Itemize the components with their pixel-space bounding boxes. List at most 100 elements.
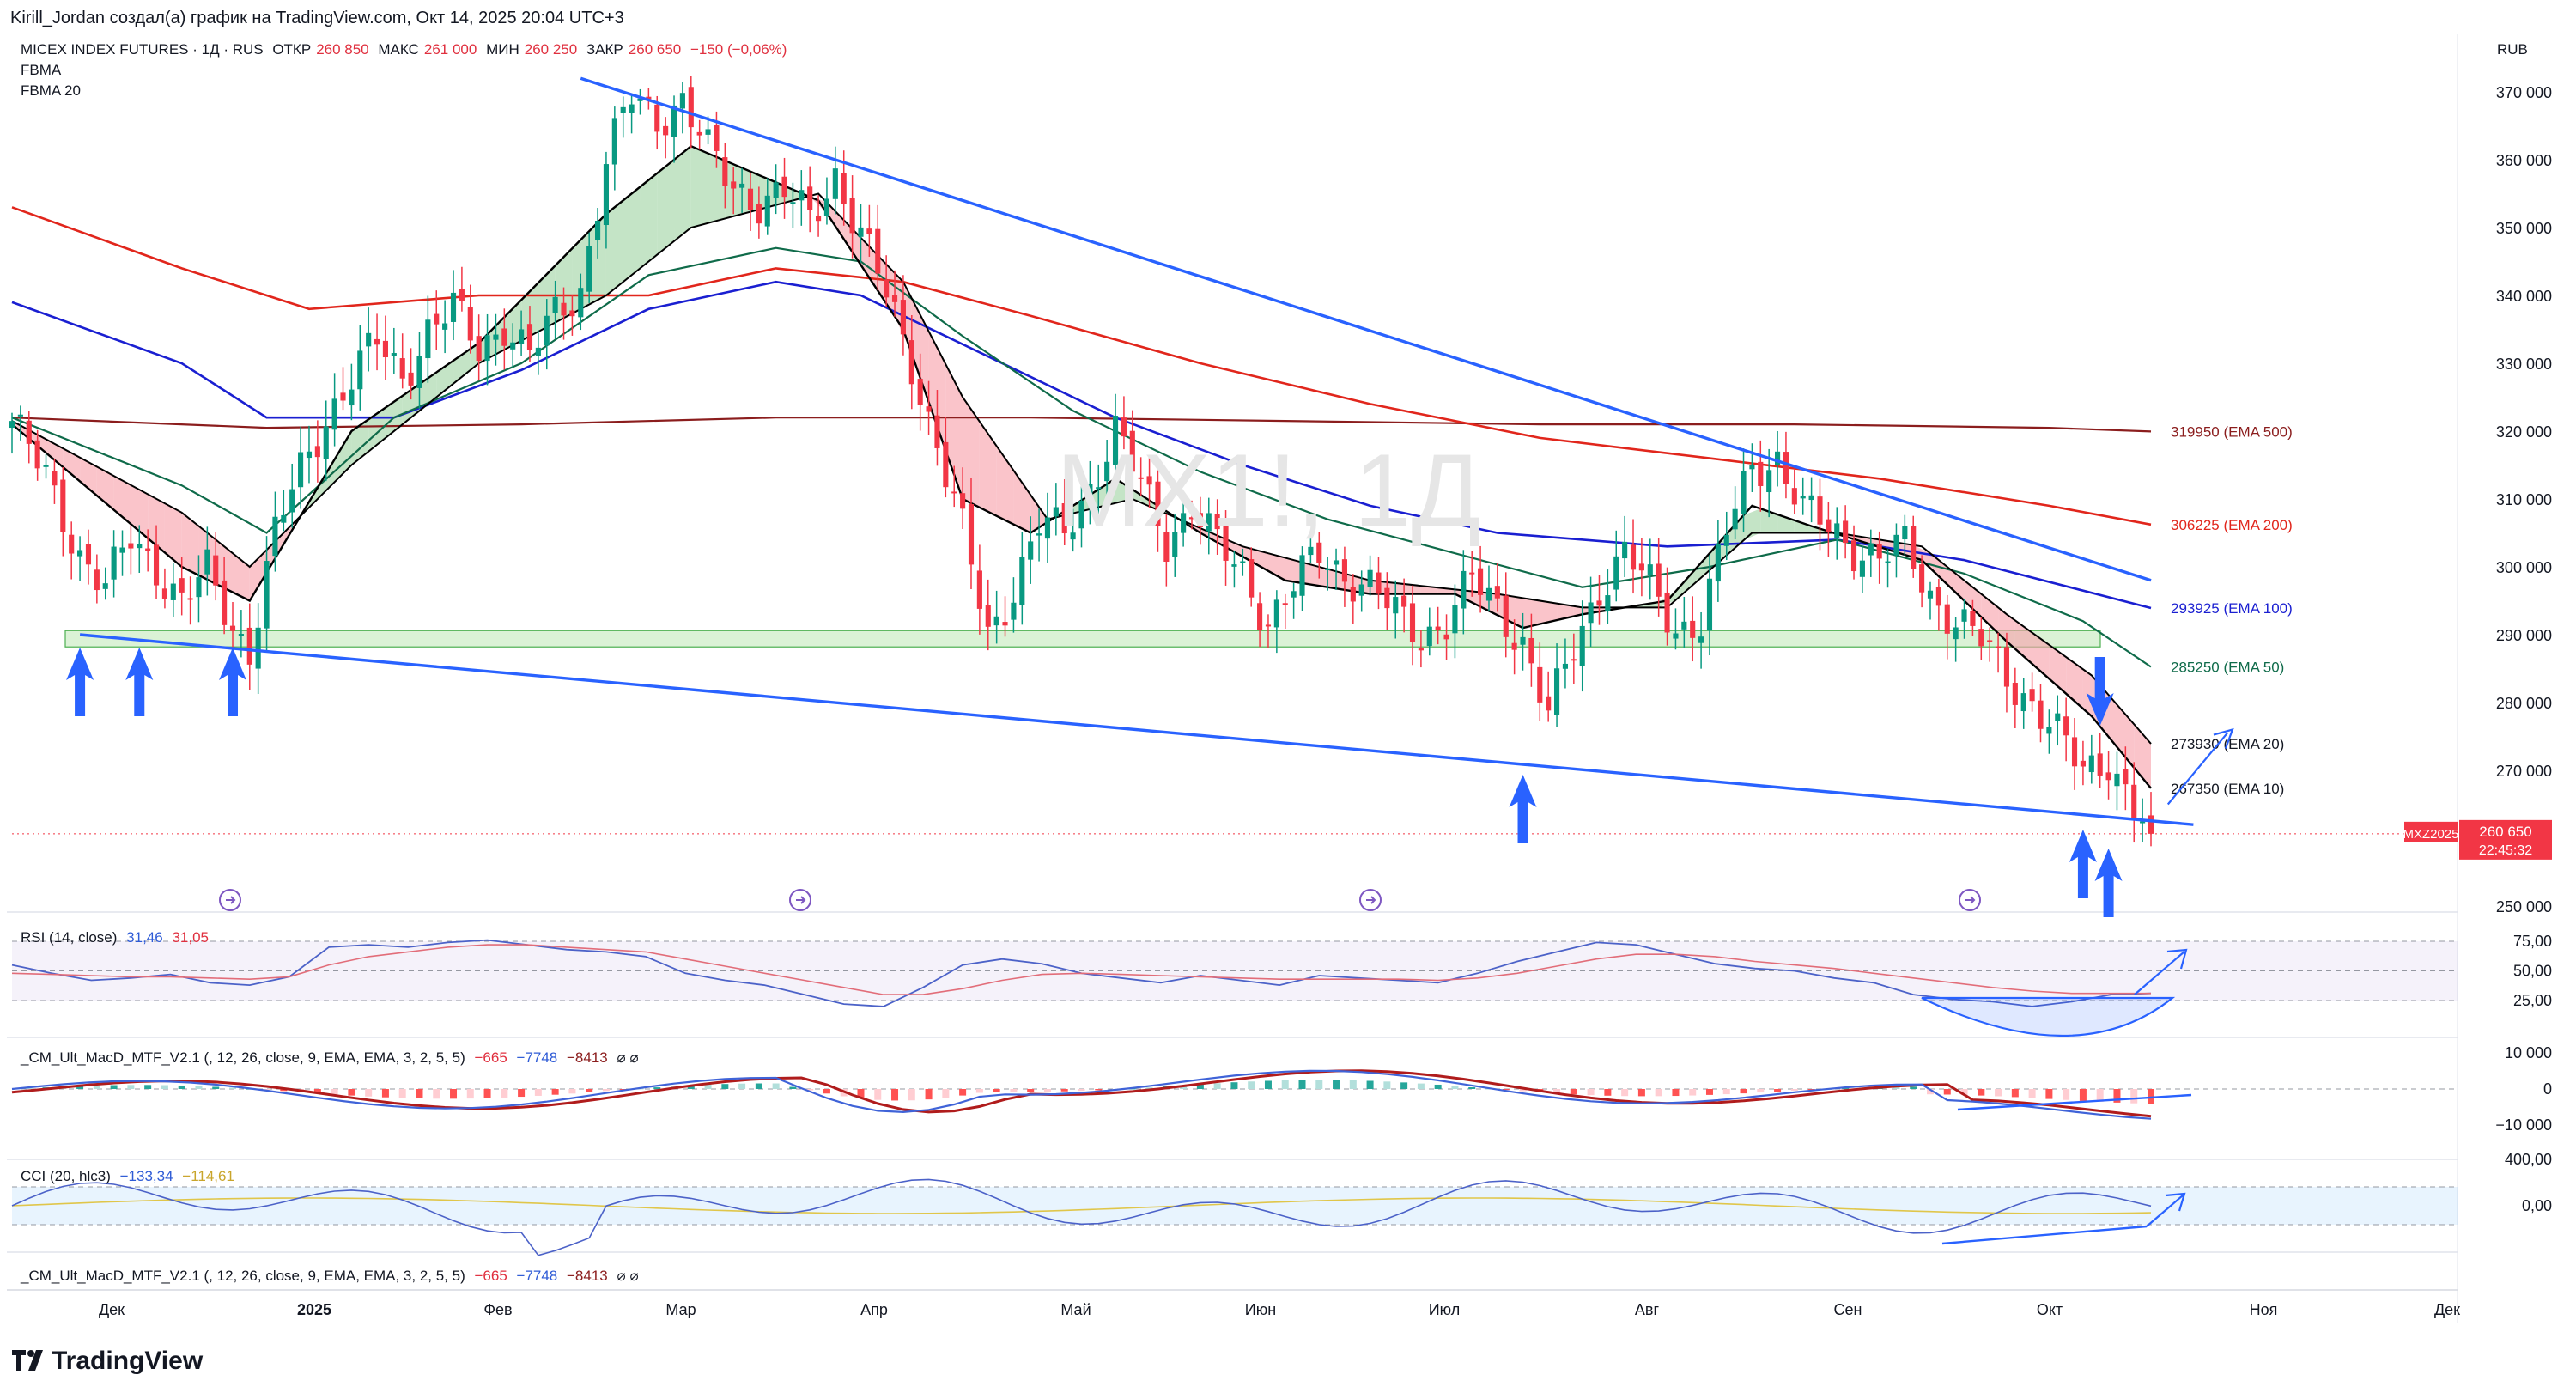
candle-body[interactable] [374, 338, 380, 345]
candle-body[interactable] [1231, 564, 1237, 567]
annotation-arrows[interactable] [66, 648, 2123, 917]
candle-body[interactable] [484, 335, 490, 362]
candle-body[interactable] [908, 340, 914, 385]
candle-body[interactable] [1265, 624, 1272, 627]
candle-body[interactable] [9, 421, 15, 429]
candle-body[interactable] [246, 627, 252, 665]
candle-body[interactable] [611, 118, 617, 165]
candle-body[interactable] [2038, 700, 2044, 729]
candle-body[interactable] [1028, 541, 1034, 560]
candle-body[interactable] [1953, 627, 1959, 640]
indicator-fbma-20[interactable]: FBMA 20 [21, 82, 81, 99]
candle-body[interactable] [306, 451, 313, 459]
candle-body[interactable] [519, 329, 525, 344]
candle-body[interactable] [1970, 611, 1976, 626]
candle-body[interactable] [926, 406, 932, 412]
candle-body[interactable] [238, 634, 244, 636]
candle-body[interactable] [1562, 663, 1569, 669]
candle-body[interactable] [1011, 602, 1017, 620]
candle-body[interactable] [442, 323, 448, 330]
tradingview-logo[interactable]: TradingView [12, 1347, 203, 1376]
candle-body[interactable] [1426, 626, 1432, 647]
candle-body[interactable] [832, 168, 838, 199]
cci-ma-line[interactable] [11, 1197, 2152, 1214]
rsi-pane[interactable]: 75,00 50,00 25,00 [11, 933, 2552, 1037]
candle-body[interactable] [1078, 501, 1084, 529]
candle-body[interactable] [1376, 572, 1382, 594]
candle-body[interactable] [222, 580, 228, 625]
candle-body[interactable] [976, 570, 982, 609]
candle-body[interactable] [1393, 597, 1399, 614]
candle-body[interactable] [1036, 533, 1042, 536]
candle-body[interactable] [934, 415, 940, 448]
candle-body[interactable] [85, 544, 92, 565]
candle-body[interactable] [790, 202, 796, 204]
candle-body[interactable] [1002, 622, 1008, 626]
time-axis[interactable]: Дек 2025 Фев Мар Апр Май Июн Июл Авг Сен Окт Ноя Дек [99, 1301, 2460, 1318]
candle-body[interactable] [1817, 496, 1823, 525]
candle-body[interactable] [884, 279, 890, 298]
candle-body[interactable] [1834, 523, 1840, 538]
candle-body[interactable] [960, 493, 966, 509]
candle-body[interactable] [467, 307, 473, 341]
candle-body[interactable] [654, 104, 660, 132]
candle-body[interactable] [1019, 557, 1025, 605]
candle-body[interactable] [594, 221, 601, 240]
candle-body[interactable] [2088, 755, 2094, 773]
candle-body[interactable] [229, 625, 236, 631]
macd-divergence-line[interactable] [1957, 1093, 2192, 1111]
candle-body[interactable] [1214, 514, 1220, 530]
candle-body[interactable] [586, 246, 592, 292]
price-axis[interactable]: 370 000 360 000 350 000 340 000 330 000 320 0… [2496, 84, 2552, 915]
candle-body[interactable] [281, 514, 287, 523]
candle-body[interactable] [1112, 416, 1119, 465]
candle-body[interactable] [1622, 541, 1628, 559]
candle-body[interactable] [1308, 546, 1314, 556]
candle-body[interactable] [1172, 532, 1178, 557]
candle-body[interactable] [1911, 526, 1917, 569]
symbol-title[interactable]: MICEX INDEX FUTURES · 1Д · RUS [21, 41, 264, 58]
rsi-ma-line[interactable] [11, 944, 2151, 995]
candle-body[interactable] [696, 131, 702, 136]
macd2-legend[interactable]: _CM_Ult_MacD_MTF_V2.1 (, 12, 26, close, … [21, 1268, 644, 1285]
candle-body[interactable] [501, 328, 507, 346]
candle-body[interactable] [1715, 544, 1721, 582]
candle-body[interactable] [1494, 586, 1500, 599]
candle-body[interactable] [264, 561, 270, 629]
candle-body[interactable] [1850, 540, 1857, 572]
candle-body[interactable] [1163, 532, 1170, 562]
cci-line[interactable] [11, 1178, 2152, 1256]
candle-body[interactable] [1588, 602, 1594, 624]
candle-body[interactable] [1478, 568, 1484, 595]
candle-body[interactable] [204, 549, 210, 575]
candle-body[interactable] [170, 583, 176, 600]
candle-body[interactable] [1613, 556, 1619, 590]
candle-body[interactable] [1409, 603, 1416, 642]
candle-body[interactable] [43, 465, 49, 467]
candle-body[interactable] [823, 198, 830, 216]
candle-body[interactable] [764, 195, 770, 227]
candle-body[interactable] [1240, 561, 1246, 563]
candle-body[interactable] [1257, 603, 1263, 630]
candle-body[interactable] [603, 164, 610, 226]
candle-body[interactable] [1919, 564, 1925, 593]
candle-body[interactable] [705, 129, 711, 135]
candle-body[interactable] [1384, 587, 1390, 609]
indicator-fbma[interactable]: FBMA [21, 62, 62, 78]
candle-body[interactable] [2140, 821, 2146, 824]
candle-body[interactable] [1758, 461, 1764, 486]
candle-body[interactable] [799, 190, 805, 201]
candle-body[interactable] [128, 543, 134, 549]
candle-body[interactable] [1044, 517, 1051, 539]
candle-body[interactable] [1129, 430, 1135, 472]
candle-body[interactable] [298, 452, 304, 488]
candle-body[interactable] [2003, 647, 2010, 687]
candle-body[interactable] [917, 379, 923, 405]
candle-body[interactable] [1638, 563, 1644, 571]
candle-body[interactable] [1876, 544, 1882, 559]
candle-body[interactable] [1070, 532, 1076, 540]
macd-signal-line[interactable] [11, 1069, 2152, 1118]
down-arrow[interactable] [2086, 657, 2114, 726]
candle-body[interactable] [349, 389, 355, 406]
candle-body[interactable] [1273, 599, 1279, 628]
